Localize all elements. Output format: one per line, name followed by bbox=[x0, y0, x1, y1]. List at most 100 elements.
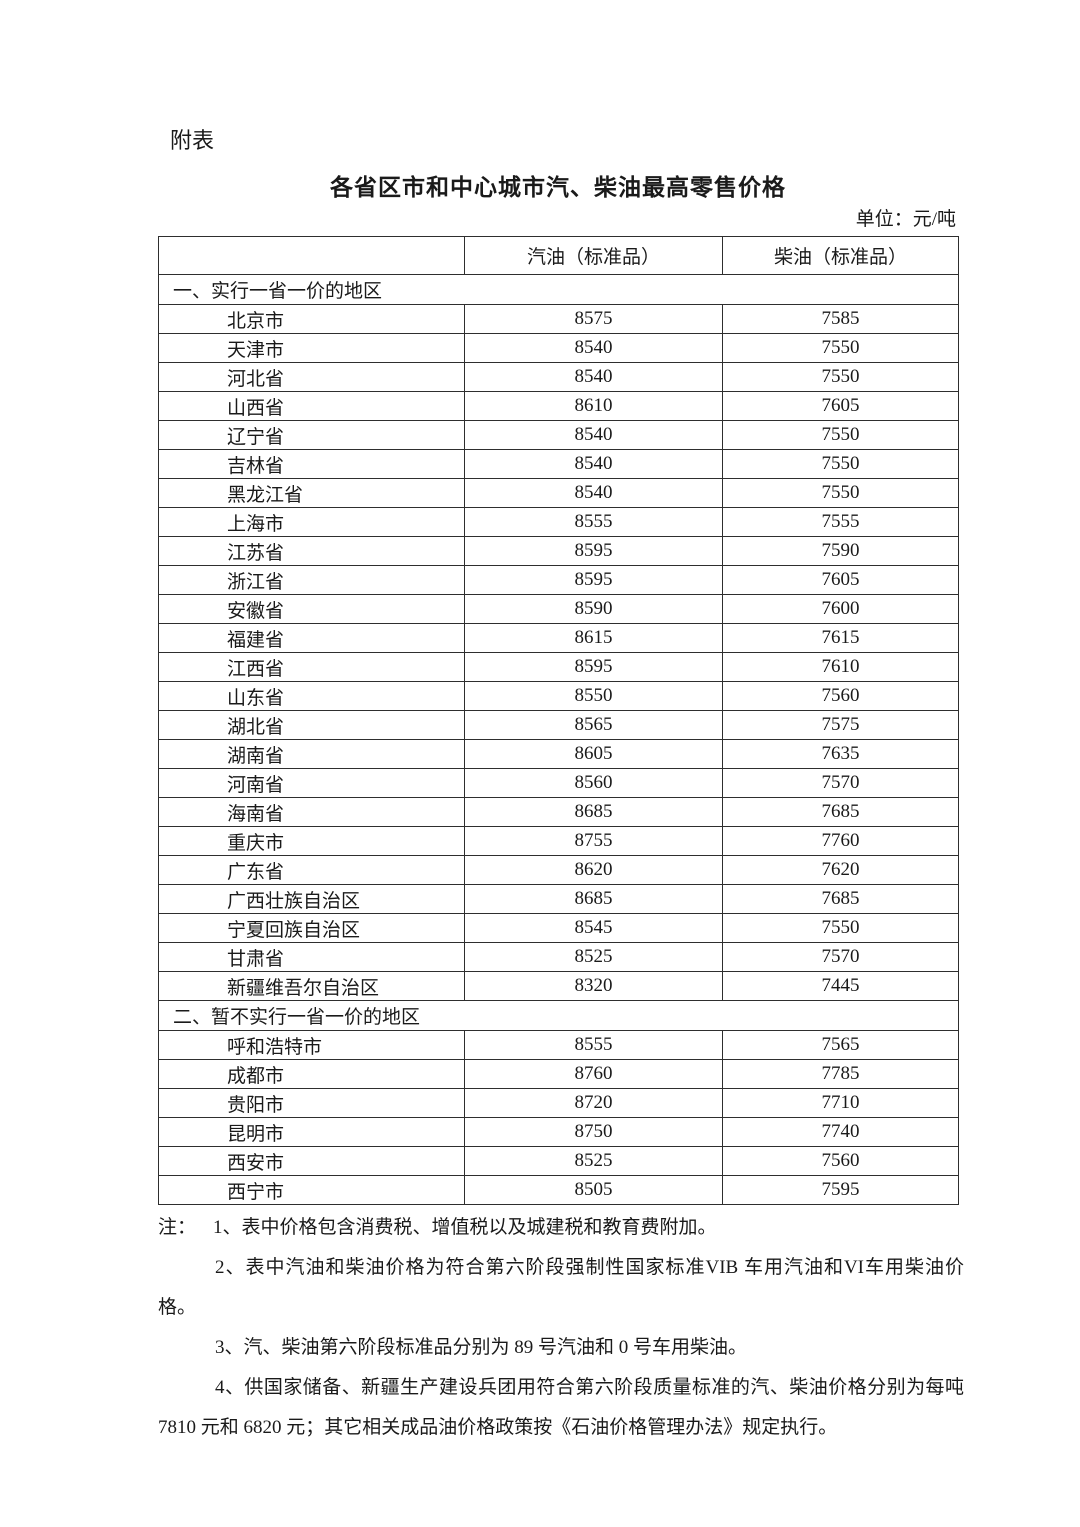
diesel-price-cell: 7685 bbox=[722, 884, 959, 914]
table-row: 山西省 8610 7605 bbox=[158, 391, 959, 421]
table-row: 吉林省 8540 7550 bbox=[158, 449, 959, 479]
gasoline-price-cell: 8540 bbox=[464, 333, 723, 363]
region-cell: 广西壮族自治区 bbox=[158, 884, 465, 914]
region-cell: 甘肃省 bbox=[158, 942, 465, 972]
diesel-price-cell: 7550 bbox=[722, 913, 959, 943]
note-text-1: 1、表中价格包含消费税、增值税以及城建税和教育费附加。 bbox=[213, 1217, 717, 1238]
gasoline-price-cell: 8555 bbox=[464, 507, 723, 537]
gasoline-price-cell: 8525 bbox=[464, 942, 723, 972]
region-cell: 海南省 bbox=[158, 797, 465, 827]
gasoline-price-cell: 8525 bbox=[464, 1146, 723, 1176]
gasoline-price-cell: 8540 bbox=[464, 362, 723, 392]
diesel-price-cell: 7605 bbox=[722, 391, 959, 421]
table-row: 北京市 8575 7585 bbox=[158, 304, 959, 334]
table-row: 江西省 8595 7610 bbox=[158, 652, 959, 682]
diesel-price-cell: 7685 bbox=[722, 797, 959, 827]
table-row: 西宁市 8505 7595 bbox=[158, 1175, 959, 1205]
page-title: 各省区市和中心城市汽、柴油最高零售价格 bbox=[330, 174, 786, 200]
region-cell: 江苏省 bbox=[158, 536, 465, 566]
diesel-price-cell: 7610 bbox=[722, 652, 959, 682]
gasoline-price-cell: 8565 bbox=[464, 710, 723, 740]
gasoline-price-cell: 8555 bbox=[464, 1030, 723, 1060]
gasoline-price-cell: 8575 bbox=[464, 304, 723, 334]
note-item-1: 注： 1、表中价格包含消费税、增值税以及城建税和教育费附加。 bbox=[158, 1208, 964, 1248]
table-row: 上海市 8555 7555 bbox=[158, 507, 959, 537]
table-row: 湖南省 8605 7635 bbox=[158, 739, 959, 769]
region-cell: 浙江省 bbox=[158, 565, 465, 595]
table-row: 重庆市 8755 7760 bbox=[158, 826, 959, 856]
diesel-price-cell: 7575 bbox=[722, 710, 959, 740]
region-cell: 河北省 bbox=[158, 362, 465, 392]
region-cell: 上海市 bbox=[158, 507, 465, 537]
table-row: 山东省 8550 7560 bbox=[158, 681, 959, 711]
gasoline-price-cell: 8595 bbox=[464, 565, 723, 595]
diesel-price-cell: 7550 bbox=[722, 478, 959, 508]
section-header-row-1: 一、实行一省一价的地区 bbox=[158, 274, 959, 305]
table-row: 河北省 8540 7550 bbox=[158, 362, 959, 392]
region-cell: 天津市 bbox=[158, 333, 465, 363]
price-table: 汽油（标准品） 柴油（标准品） 一、实行一省一价的地区 北京市 8575 7585 天津… bbox=[158, 236, 959, 1205]
gasoline-price-cell: 8720 bbox=[464, 1088, 723, 1118]
gasoline-price-cell: 8560 bbox=[464, 768, 723, 798]
gasoline-price-cell: 8595 bbox=[464, 536, 723, 566]
note-item-2: 2、表中汽油和柴油价格为符合第六阶段强制性国家标准VIB 车用汽油和VI车用柴油… bbox=[158, 1257, 964, 1318]
table-row: 河南省 8560 7570 bbox=[158, 768, 959, 798]
gasoline-price-cell: 8320 bbox=[464, 971, 723, 1001]
table-row: 昆明市 8750 7740 bbox=[158, 1117, 959, 1147]
region-cell: 辽宁省 bbox=[158, 420, 465, 450]
region-cell: 贵阳市 bbox=[158, 1088, 465, 1118]
table-row: 新疆维吾尔自治区 8320 7445 bbox=[158, 971, 959, 1001]
diesel-price-cell: 7550 bbox=[722, 449, 959, 479]
region-cell: 呼和浩特市 bbox=[158, 1030, 465, 1060]
gasoline-price-cell: 8505 bbox=[464, 1175, 723, 1205]
diesel-price-cell: 7570 bbox=[722, 942, 959, 972]
table-row: 广东省 8620 7620 bbox=[158, 855, 959, 885]
section-header-cell: 二、暂不实行一省一价的地区 bbox=[158, 1000, 959, 1031]
table-row: 安徽省 8590 7600 bbox=[158, 594, 959, 624]
diesel-price-cell: 7560 bbox=[722, 1146, 959, 1176]
section-header-cell: 一、实行一省一价的地区 bbox=[158, 274, 959, 305]
diesel-column-header: 柴油（标准品） bbox=[722, 236, 959, 275]
region-cell: 山西省 bbox=[158, 391, 465, 421]
region-cell: 江西省 bbox=[158, 652, 465, 682]
table-row: 贵阳市 8720 7710 bbox=[158, 1088, 959, 1118]
table-row: 浙江省 8595 7605 bbox=[158, 565, 959, 595]
gasoline-price-cell: 8755 bbox=[464, 826, 723, 856]
gasoline-price-cell: 8615 bbox=[464, 623, 723, 653]
table-row: 宁夏回族自治区 8545 7550 bbox=[158, 913, 959, 943]
table-row: 海南省 8685 7685 bbox=[158, 797, 959, 827]
gasoline-price-cell: 8760 bbox=[464, 1059, 723, 1089]
gasoline-price-cell: 8545 bbox=[464, 913, 723, 943]
notes-label: 注： bbox=[158, 1217, 197, 1238]
diesel-price-cell: 7615 bbox=[722, 623, 959, 653]
diesel-price-cell: 7740 bbox=[722, 1117, 959, 1147]
gasoline-price-cell: 8620 bbox=[464, 855, 723, 885]
diesel-price-cell: 7550 bbox=[722, 333, 959, 363]
table-row: 黑龙江省 8540 7550 bbox=[158, 478, 959, 508]
gasoline-price-cell: 8540 bbox=[464, 420, 723, 450]
region-cell: 吉林省 bbox=[158, 449, 465, 479]
gasoline-price-cell: 8590 bbox=[464, 594, 723, 624]
diesel-price-cell: 7605 bbox=[722, 565, 959, 595]
diesel-price-cell: 7600 bbox=[722, 594, 959, 624]
attachment-label: 附表 bbox=[170, 128, 215, 153]
section-header-row-2: 二、暂不实行一省一价的地区 bbox=[158, 1000, 959, 1031]
table-row: 甘肃省 8525 7570 bbox=[158, 942, 959, 972]
note-item-3: 3、汽、柴油第六阶段标准品分别为 89 号汽油和 0 号车用柴油。 bbox=[215, 1337, 748, 1358]
gasoline-price-cell: 8595 bbox=[464, 652, 723, 682]
table-row: 湖北省 8565 7575 bbox=[158, 710, 959, 740]
region-cell: 成都市 bbox=[158, 1059, 465, 1089]
region-cell: 西宁市 bbox=[158, 1175, 465, 1205]
table-header-row: 汽油（标准品） 柴油（标准品） bbox=[158, 236, 959, 275]
gasoline-price-cell: 8550 bbox=[464, 681, 723, 711]
region-cell: 重庆市 bbox=[158, 826, 465, 856]
table-row: 天津市 8540 7550 bbox=[158, 333, 959, 363]
diesel-price-cell: 7550 bbox=[722, 420, 959, 450]
gasoline-price-cell: 8685 bbox=[464, 797, 723, 827]
gasoline-price-cell: 8605 bbox=[464, 739, 723, 769]
table-row: 江苏省 8595 7590 bbox=[158, 536, 959, 566]
region-cell: 广东省 bbox=[158, 855, 465, 885]
diesel-price-cell: 7555 bbox=[722, 507, 959, 537]
table-row: 西安市 8525 7560 bbox=[158, 1146, 959, 1176]
